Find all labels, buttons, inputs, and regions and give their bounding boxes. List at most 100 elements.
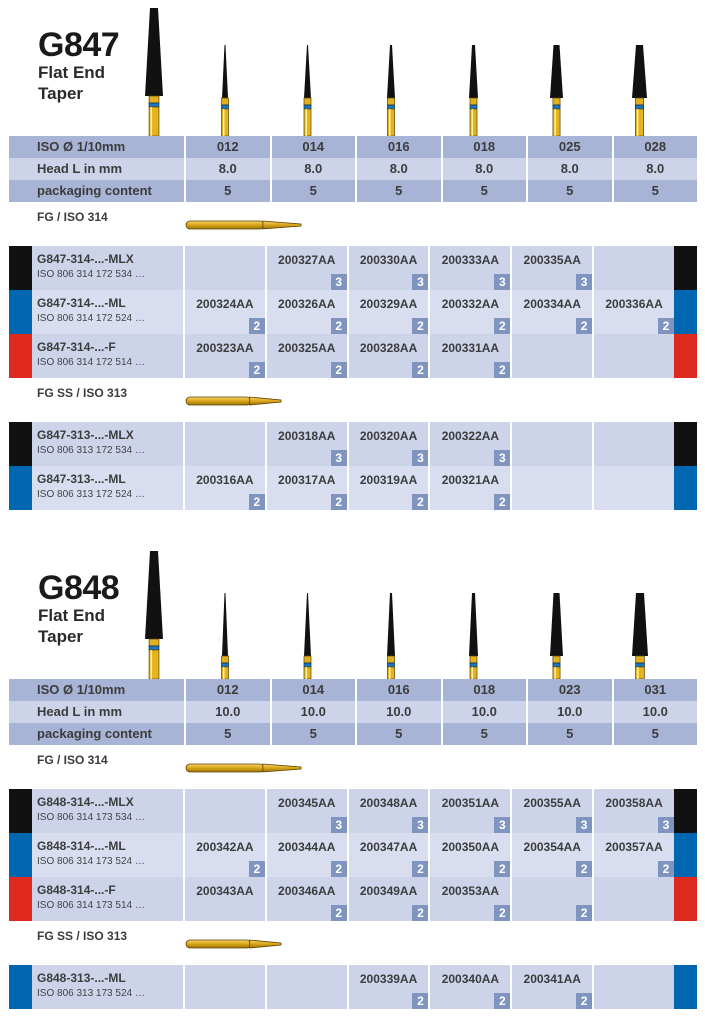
order-cell[interactable]: 200339AA 2 <box>346 965 429 1009</box>
order-cell[interactable]: 200318AA 3 <box>264 422 347 466</box>
spec-value: 025 <box>526 136 612 158</box>
order-cell[interactable]: 200346AA 2 <box>264 877 347 921</box>
order-number: 200358AA <box>605 796 663 810</box>
order-cell[interactable]: 200331AA 2 <box>428 334 511 378</box>
order-number: 200316AA <box>196 473 254 487</box>
article-name: G848-314-...-F ISO 806 314 173 514 … <box>32 877 183 921</box>
order-cell[interactable]: 200343AA <box>183 877 265 921</box>
order-cell[interactable]: 200348AA 3 <box>346 789 429 833</box>
quantity-badge: 2 <box>494 993 511 1009</box>
coating-black-stripe <box>673 422 697 466</box>
quantity-badge: 2 <box>330 318 347 334</box>
order-cell[interactable]: 200340AA 2 <box>428 965 511 1009</box>
spec-value: 5 <box>526 180 612 202</box>
packaging-row: packaging content 5 5 5 5 5 5 <box>9 180 697 202</box>
large-bur-illustration-icon <box>145 551 163 679</box>
order-cell[interactable]: 200344AA 2 <box>264 833 347 877</box>
coating-blue-stripe <box>673 965 697 1009</box>
order-cell[interactable]: 200327AA 3 <box>264 246 347 290</box>
quantity-badge: 3 <box>412 274 429 290</box>
order-cell[interactable]: 200316AA 2 <box>183 466 265 510</box>
order-cell[interactable]: 200345AA 3 <box>264 789 347 833</box>
order-cell[interactable]: 200347AA 2 <box>346 833 429 877</box>
order-cell[interactable]: 200328AA 2 <box>346 334 429 378</box>
order-number: 200318AA <box>278 429 336 443</box>
order-cell[interactable]: 200335AA 3 <box>510 246 593 290</box>
order-cell[interactable]: 200336AA 2 <box>592 290 674 334</box>
order-cell[interactable]: 200322AA 3 <box>428 422 511 466</box>
order-cell[interactable]: 200321AA 2 <box>428 466 511 510</box>
row-label: Head L in mm <box>37 161 123 176</box>
order-cell[interactable]: 200353AA 2 <box>428 877 511 921</box>
article-name: G848-313-...-ML ISO 806 313 173 524 … <box>32 965 183 1009</box>
order-cell[interactable]: 200354AA 2 <box>510 833 593 877</box>
spec-value: 028 <box>611 136 698 158</box>
quantity-badge: 2 <box>412 318 429 334</box>
quantity-badge: 2 <box>412 905 429 921</box>
coating-black-stripe <box>9 789 32 833</box>
spec-value: 10.0 <box>184 701 270 723</box>
spec-value: 5 <box>184 723 270 745</box>
iso-row: ISO Ø 1/10mm 012 014 016 018 025 028 <box>9 136 697 158</box>
order-cell[interactable]: 200351AA 3 <box>428 789 511 833</box>
spec-value: 5 <box>184 180 270 202</box>
bur-illustration-icon <box>550 593 563 679</box>
bur-illustration-icon <box>220 593 229 679</box>
spec-value: 5 <box>611 723 698 745</box>
article-code: G848-313-...-ML <box>37 971 126 985</box>
quantity-badge: 2 <box>657 861 674 877</box>
iso-row: ISO Ø 1/10mm 012 014 016 018 023 031 <box>9 679 697 701</box>
quantity-badge: 2 <box>494 318 511 334</box>
order-number: 200331AA <box>441 341 500 355</box>
order-cell <box>592 965 674 1009</box>
order-cell[interactable]: 200334AA 2 <box>510 290 593 334</box>
order-cell[interactable]: 200341AA 2 <box>510 965 593 1009</box>
order-number: 200326AA <box>278 297 336 311</box>
order-cell <box>183 246 265 290</box>
bur-illustration-icon <box>303 593 312 679</box>
quantity-badge: 3 <box>330 817 347 833</box>
quantity-badge: 2 <box>412 861 429 877</box>
spec-value: 8.0 <box>184 158 270 180</box>
order-cell[interactable]: 200317AA 2 <box>264 466 347 510</box>
order-cell[interactable]: 200326AA 2 <box>264 290 347 334</box>
order-cell[interactable]: 200355AA 3 <box>510 789 593 833</box>
order-cell[interactable]: 200350AA 2 <box>428 833 511 877</box>
order-number: 200336AA <box>605 297 663 311</box>
order-cell[interactable]: 200319AA 2 <box>346 466 429 510</box>
order-cell[interactable]: 200332AA 2 <box>428 290 511 334</box>
quantity-badge: 3 <box>494 274 511 290</box>
order-cell[interactable]: 200329AA 2 <box>346 290 429 334</box>
order-cell[interactable]: 200357AA 2 <box>592 833 674 877</box>
order-number: 200346AA <box>278 884 336 898</box>
article-code: G848-314-...-F <box>37 883 116 897</box>
order-cell[interactable]: 200349AA 2 <box>346 877 429 921</box>
order-row: G847-313-...-ML ISO 806 313 172 524 … 2003… <box>9 466 697 510</box>
article-name: G847-313-...-MLX ISO 806 313 172 534 … <box>32 422 183 466</box>
order-cell <box>183 789 265 833</box>
quantity-badge: 2 <box>576 905 593 921</box>
order-cell[interactable]: 200333AA 3 <box>428 246 511 290</box>
row-label: ISO Ø 1/10mm <box>37 682 126 697</box>
order-cell[interactable]: 200325AA 2 <box>264 334 347 378</box>
order-row: G847-314-...-ML ISO 806 314 172 524 … 2003… <box>9 290 697 334</box>
order-cell[interactable]: 200342AA 2 <box>183 833 265 877</box>
quantity-badge: 2 <box>494 494 511 510</box>
article-name: G848-314-...-MLX ISO 806 314 173 534 … <box>32 789 183 833</box>
spec-value: 8.0 <box>355 158 441 180</box>
spec-value: 5 <box>269 180 356 202</box>
order-cell[interactable]: 200320AA 3 <box>346 422 429 466</box>
order-number: 200328AA <box>359 341 418 355</box>
article-code: G847-314-...-ML <box>37 296 126 310</box>
spec-value: 018 <box>440 136 527 158</box>
order-cell[interactable]: 200330AA 3 <box>346 246 429 290</box>
shank-illustration-icon <box>185 220 302 230</box>
order-cell[interactable]: 200323AA 2 <box>183 334 265 378</box>
order-cell[interactable]: 200324AA 2 <box>183 290 265 334</box>
spec-value: 10.0 <box>269 701 356 723</box>
bur-illustration-icon <box>550 45 563 136</box>
order-cell[interactable]: 200358AA 3 <box>592 789 674 833</box>
spec-value: 10.0 <box>526 701 612 723</box>
spec-value: 016 <box>355 679 441 701</box>
spec-value: 5 <box>611 180 698 202</box>
